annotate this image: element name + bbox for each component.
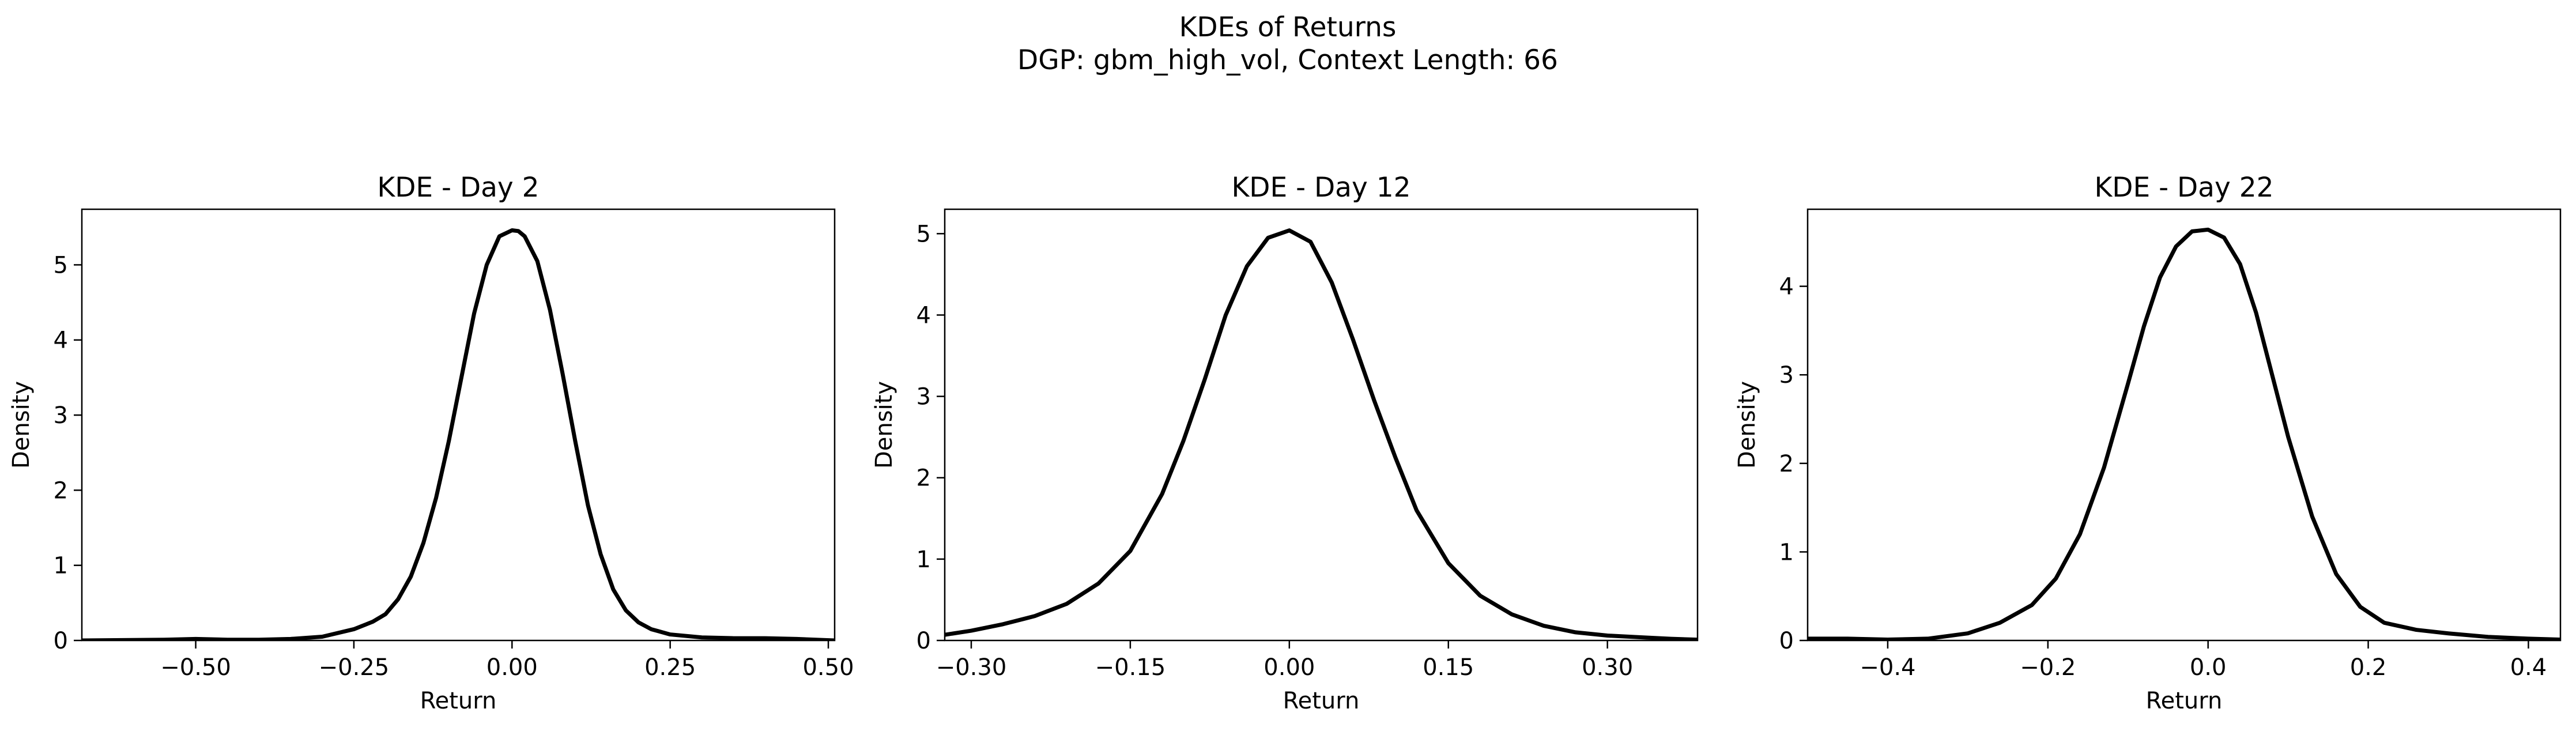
chart-2-kde-line-0	[1808, 227, 2560, 640]
chart-0-x-tick-label: −0.50	[160, 654, 231, 681]
chart-0-x-tick-label: 0.25	[644, 654, 696, 681]
chart-1-y-tick-label: 0	[917, 628, 931, 654]
chart-0-x-tick-label: −0.25	[319, 654, 390, 681]
chart-0-x-tick-label: 0.50	[802, 654, 854, 681]
chart-1-y-tick-label: 4	[917, 302, 931, 329]
chart-2-y-axis-label: Density	[1734, 381, 1760, 469]
chart-1-title: KDE - Day 12	[1231, 172, 1410, 203]
kde-panel-day-22: −0.4 −0.2 0.0 0.2 0.4 0 1 2 3 4 KDE - Day 22 Return…	[1734, 172, 2562, 714]
chart-2-y-tick-label: 3	[1779, 362, 1794, 389]
chart-2-x-tick-label: 0.4	[2510, 654, 2547, 681]
chart-2-y-tick-label: 4	[1779, 274, 1794, 300]
chart-1-y-tick-label: 5	[917, 221, 931, 247]
chart-0-y-tick-label: 5	[54, 252, 68, 278]
chart-1-x-tick-label: 0.00	[1264, 654, 1315, 681]
chart-2-x-tick-label: −0.2	[2020, 654, 2076, 681]
chart-1-y-tick-label: 3	[917, 384, 931, 410]
chart-0-y-tick-label: 4	[54, 327, 68, 354]
chart-1-x-tick-label: −0.15	[1095, 654, 1166, 681]
chart-2-axes-frame	[1806, 208, 2562, 642]
chart-0-x-tick-label: 0.00	[486, 654, 538, 681]
chart-1-kde-line-0	[945, 228, 1698, 640]
chart-2-x-tick-label: −0.4	[1860, 654, 1915, 681]
chart-1-y-tick-label: 2	[917, 465, 931, 492]
chart-1-x-tick-label: 0.15	[1423, 654, 1474, 681]
chart-1-x-axis-label: Return	[1283, 688, 1360, 714]
chart-0-y-tick-label: 1	[54, 553, 68, 579]
chart-0-title: KDE - Day 2	[377, 172, 539, 203]
chart-0-axes-frame	[81, 208, 836, 642]
chart-2-y-tick-label: 2	[1779, 451, 1794, 477]
chart-1-y-axis-label: Density	[871, 381, 897, 469]
chart-2-title: KDE - Day 22	[2094, 172, 2273, 203]
kde-panel-day-2: −0.50 −0.25 0.00 0.25 0.50 0 1 2 3 4 5 KDE - Day 2 R…	[8, 172, 854, 714]
chart-2-x-axis-label: Return	[2146, 688, 2223, 714]
chart-0-y-tick-label: 3	[54, 402, 68, 429]
chart-2-x-tick-label: 0.0	[2190, 654, 2227, 681]
chart-2-y-tick-label: 1	[1779, 539, 1794, 566]
chart-0-y-axis-label: Density	[8, 381, 35, 469]
chart-1-x-tick-label: 0.30	[1582, 654, 1633, 681]
chart-1-y-tick-label: 1	[917, 546, 931, 573]
kde-panel-day-12: −0.30 −0.15 0.00 0.15 0.30 0 1 2 3 4 5 KDE - Day 12…	[871, 172, 1699, 714]
figure-title: KDEs of Returns	[1179, 12, 1397, 43]
chart-2-y-tick-label: 0	[1779, 628, 1794, 654]
chart-0-y-tick-label: 2	[54, 477, 68, 504]
chart-0-y-tick-label: 0	[54, 628, 68, 654]
chart-1-axes-frame	[944, 208, 1699, 642]
chart-0-x-axis-label: Return	[420, 688, 497, 714]
chart-2-x-tick-label: 0.2	[2350, 654, 2387, 681]
chart-1-x-tick-label: −0.30	[936, 654, 1007, 681]
figure-subtitle: DGP: gbm_high_vol, Context Length: 66	[1017, 44, 1558, 76]
chart-0-kde-line-0	[82, 228, 835, 640]
